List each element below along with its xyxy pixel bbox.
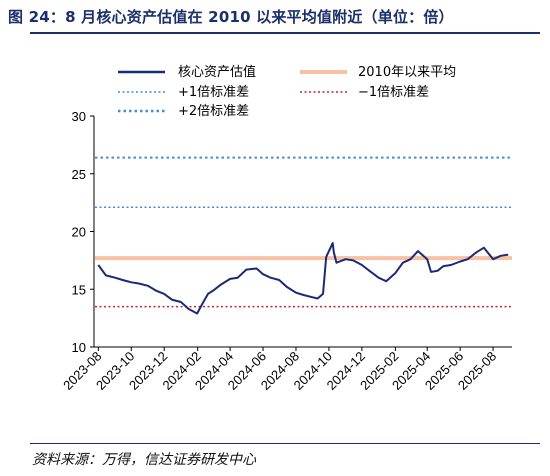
x-tick-group: 2023-082023-102023-122024-022024-042024-… — [60, 347, 499, 393]
legend-label-mean: 2010年以来平均 — [358, 65, 456, 80]
y-tick-group: 10 15 20 25 30 — [72, 109, 94, 355]
y-tick-label: 20 — [72, 225, 86, 240]
y-tick-label: 30 — [72, 109, 86, 124]
series-group — [97, 242, 509, 315]
title-rule — [30, 32, 540, 34]
y-tick-label: 15 — [72, 282, 86, 297]
y-tick-label: 10 — [72, 340, 86, 355]
legend-label-plus1: +1倍标准差 — [178, 85, 249, 100]
source-rule — [30, 443, 540, 444]
source-note: 资料来源：万得，信达证券研发中心 — [32, 452, 256, 468]
legend-label-minus1: −1倍标准差 — [358, 85, 429, 100]
legend: 核心资产估值 2010年以来平均 +1倍标准差 −1倍标准差 +2倍标准差 — [118, 64, 456, 119]
legend-label-core: 核心资产估值 — [178, 64, 256, 80]
reference-lines — [95, 156, 512, 308]
legend-label-plus2: +2倍标准差 — [178, 104, 249, 119]
series-line-core — [97, 242, 509, 315]
y-tick-label: 25 — [72, 167, 86, 182]
figure-title: 图 24：8 月核心资产估值在 2010 以来平均值附近（单位：倍） — [8, 8, 454, 26]
